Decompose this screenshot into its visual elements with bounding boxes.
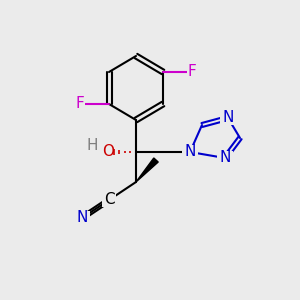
Text: F: F bbox=[188, 64, 196, 80]
Text: N: N bbox=[184, 145, 196, 160]
FancyBboxPatch shape bbox=[102, 193, 116, 207]
Text: N: N bbox=[219, 151, 231, 166]
Text: F: F bbox=[76, 97, 84, 112]
Text: C: C bbox=[104, 193, 114, 208]
FancyBboxPatch shape bbox=[95, 145, 113, 159]
FancyBboxPatch shape bbox=[220, 111, 236, 125]
FancyBboxPatch shape bbox=[69, 97, 85, 111]
FancyBboxPatch shape bbox=[217, 151, 233, 165]
FancyBboxPatch shape bbox=[74, 211, 90, 225]
Text: H: H bbox=[86, 137, 98, 152]
FancyBboxPatch shape bbox=[187, 65, 203, 79]
Polygon shape bbox=[136, 158, 158, 182]
Text: N: N bbox=[222, 110, 234, 125]
Text: N: N bbox=[76, 211, 88, 226]
Text: O: O bbox=[102, 145, 114, 160]
FancyBboxPatch shape bbox=[182, 145, 198, 159]
FancyBboxPatch shape bbox=[84, 138, 100, 152]
